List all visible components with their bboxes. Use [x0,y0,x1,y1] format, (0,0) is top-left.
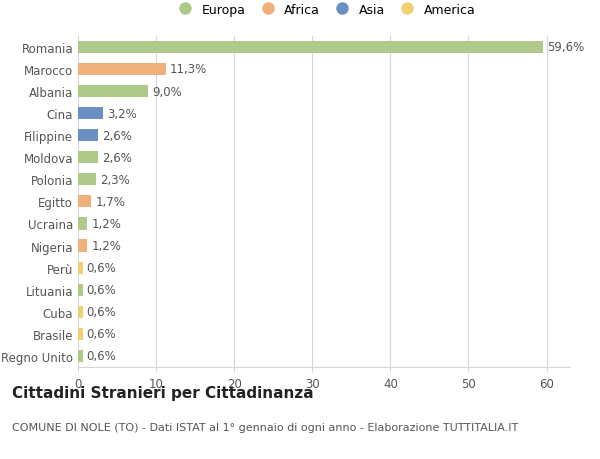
Bar [78,108,103,120]
Bar [78,284,83,296]
Text: 1,7%: 1,7% [95,196,125,208]
Bar [78,130,98,142]
Text: 0,6%: 0,6% [86,328,116,341]
Bar [78,240,88,252]
Bar [78,86,148,98]
Legend: Europa, Africa, Asia, America: Europa, Africa, Asia, America [169,0,479,21]
Text: 0,6%: 0,6% [86,306,116,319]
Text: 2,6%: 2,6% [102,129,132,142]
Text: 0,6%: 0,6% [86,350,116,363]
Bar [78,350,83,362]
Text: 3,2%: 3,2% [107,107,137,120]
Bar [78,306,83,318]
Bar [78,152,98,164]
Text: 2,3%: 2,3% [100,174,130,186]
Bar [78,42,544,54]
Text: 59,6%: 59,6% [547,41,584,54]
Text: COMUNE DI NOLE (TO) - Dati ISTAT al 1° gennaio di ogni anno - Elaborazione TUTTI: COMUNE DI NOLE (TO) - Dati ISTAT al 1° g… [12,422,518,432]
Text: 9,0%: 9,0% [152,85,182,98]
Bar [78,262,83,274]
Bar [78,218,88,230]
Text: 11,3%: 11,3% [170,63,208,76]
Text: 1,2%: 1,2% [91,240,121,252]
Text: 0,6%: 0,6% [86,284,116,297]
Bar [78,196,91,208]
Text: 0,6%: 0,6% [86,262,116,274]
Bar [78,64,166,76]
Bar [78,174,96,186]
Text: Cittadini Stranieri per Cittadinanza: Cittadini Stranieri per Cittadinanza [12,386,314,401]
Bar [78,328,83,340]
Text: 2,6%: 2,6% [102,151,132,164]
Text: 1,2%: 1,2% [91,218,121,230]
